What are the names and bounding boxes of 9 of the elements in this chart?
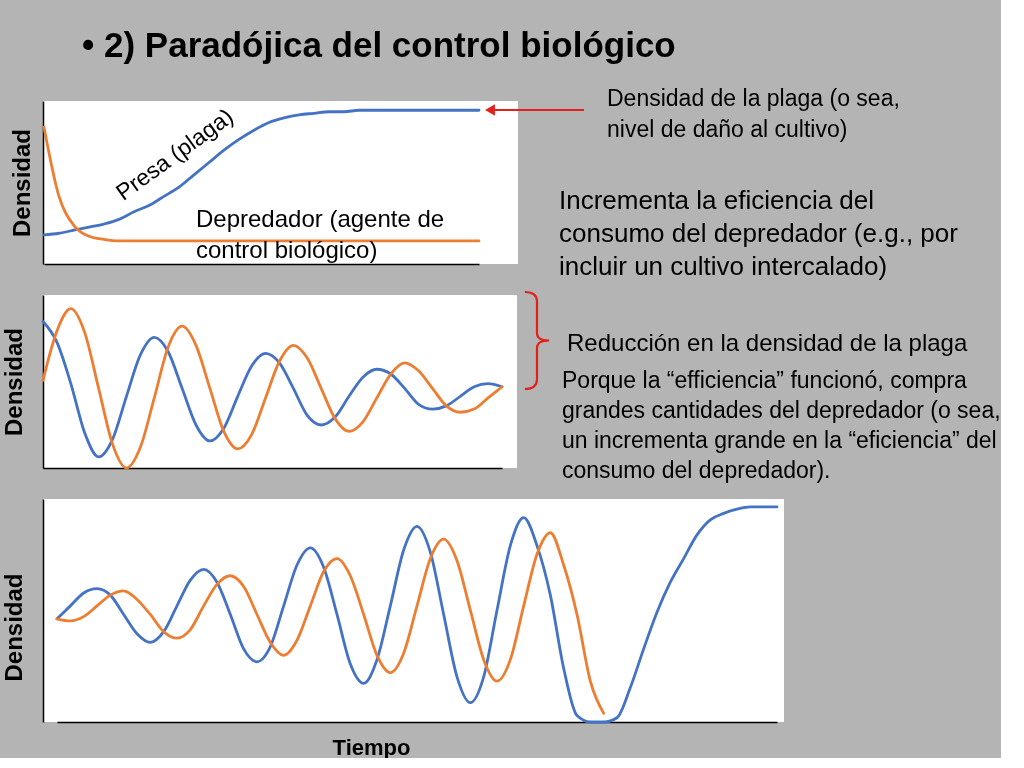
y-axis-title: Densidad — [0, 327, 27, 437]
text: Densidad de la plaga (o sea, nivel de daño al cultivo) — [607, 85, 900, 142]
text: Reducción en la densidad de la plaga — [567, 329, 968, 356]
text: Incrementa la eficiencia del consumo del depredador (e.g., por incluir un cultivo intercalado) — [559, 185, 959, 281]
text: Porque la “efficiencia” funcionó, compra grandes cantidades del depredador (o sea, un incrementa grande en la “eficiencia” del consumo del depredador). — [562, 367, 1001, 483]
series-label: Depredador (agente de control biológico) — [196, 205, 445, 263]
y-axis-title: Densidad — [0, 573, 27, 682]
y-axis-title: Densidad — [7, 128, 35, 238]
chart-title: • 2) Paradójica del control biológico — [82, 25, 676, 64]
